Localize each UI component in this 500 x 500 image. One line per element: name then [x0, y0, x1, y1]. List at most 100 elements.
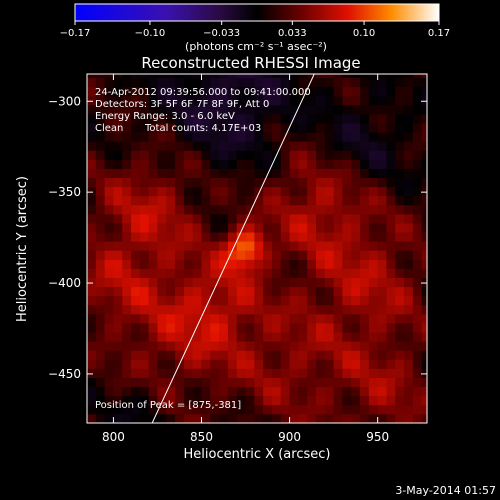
- heatmap-cell: [227, 286, 238, 297]
- heatmap-cell: [404, 159, 414, 169]
- heatmap-cell: [386, 295, 396, 306]
- heatmap-cell: [139, 395, 150, 406]
- heatmap-cell: [360, 123, 370, 133]
- heatmap-cell: [104, 150, 114, 160]
- heatmap-cell: [87, 250, 97, 260]
- heatmap-cell: [316, 368, 326, 378]
- heatmap-cell: [122, 74, 132, 79]
- heatmap-cell: [192, 386, 202, 397]
- heatmap-cell: [131, 213, 141, 224]
- heatmap-cell: [342, 377, 352, 388]
- heatmap-cell: [166, 350, 176, 360]
- heatmap-cell: [254, 268, 264, 278]
- heatmap-cell: [131, 150, 141, 160]
- heatmap-cell: [254, 350, 264, 360]
- heatmap-cell: [95, 277, 106, 288]
- heatmap-cell: [271, 74, 282, 79]
- heatmap-cell: [386, 204, 396, 215]
- heatmap-cell: [307, 104, 317, 115]
- heatmap-cell: [324, 168, 335, 179]
- heatmap-cell: [360, 195, 370, 206]
- heatmap-cell: [342, 368, 352, 378]
- heatmap-cell: [307, 150, 317, 160]
- heatmap-cell: [245, 341, 255, 351]
- heatmap-cell: [412, 304, 423, 315]
- heatmap-cell: [280, 213, 290, 224]
- heatmap-cell: [139, 104, 150, 115]
- heatmap-cell: [192, 332, 202, 342]
- heatmap-cell: [183, 286, 194, 297]
- heatmap-cell: [122, 223, 132, 233]
- heatmap-cell: [166, 232, 176, 242]
- heatmap-cell: [254, 277, 264, 288]
- heatmap-cell: [157, 141, 167, 151]
- heatmap-cell: [386, 304, 396, 315]
- heatmap-cell: [201, 195, 211, 206]
- heatmap-cell: [333, 350, 343, 360]
- heatmap-cell: [289, 95, 299, 106]
- heatmap-cell: [227, 395, 238, 406]
- heatmap-cell: [307, 77, 317, 88]
- heatmap-cell: [298, 268, 308, 278]
- heatmap-cell: [139, 386, 150, 397]
- heatmap-cell: [421, 295, 427, 306]
- heatmap-cell: [404, 286, 414, 297]
- heatmap-cell: [298, 368, 308, 378]
- heatmap-cell: [183, 213, 194, 224]
- heatmap-cell: [377, 186, 387, 197]
- heatmap-cell: [245, 168, 255, 179]
- heatmap-cell: [412, 368, 423, 378]
- heatmap-cell: [254, 377, 264, 388]
- heatmap-cell: [386, 413, 396, 423]
- heatmap-cell: [404, 295, 414, 306]
- heatmap-cell: [368, 141, 379, 151]
- heatmap-cell: [298, 241, 308, 251]
- heatmap-cell: [421, 77, 427, 88]
- heatmap-cell: [192, 104, 202, 115]
- heatmap-cell: [113, 404, 123, 415]
- heatmap-cell: [333, 377, 343, 388]
- heatmap-cell: [175, 141, 185, 151]
- heatmap-cell: [263, 404, 273, 415]
- heatmap-cell: [201, 168, 211, 179]
- heatmap-cell: [254, 177, 264, 188]
- heatmap-cell: [245, 241, 255, 251]
- heatmap-cell: [148, 213, 158, 224]
- heatmap-cell: [280, 74, 290, 79]
- heatmap-cell: [113, 204, 123, 215]
- heatmap-cell: [289, 77, 299, 88]
- heatmap-cell: [307, 413, 317, 423]
- heatmap-cell: [192, 195, 202, 206]
- heatmap-cell: [377, 268, 387, 278]
- heatmap-cell: [333, 113, 343, 124]
- heatmap-cell: [404, 113, 414, 124]
- heatmap-cell: [289, 341, 299, 351]
- heatmap-cell: [157, 286, 167, 297]
- heatmap-cell: [360, 213, 370, 224]
- heatmap-cell: [95, 195, 106, 206]
- heatmap-cell: [166, 132, 176, 142]
- heatmap-cell: [95, 204, 106, 215]
- heatmap-cell: [113, 368, 123, 378]
- heatmap-cell: [280, 150, 290, 160]
- heatmap-cell: [157, 295, 167, 306]
- heatmap-cell: [148, 177, 158, 188]
- heatmap-cell: [351, 177, 361, 188]
- heatmap-cell: [245, 195, 255, 206]
- heatmap-cell: [227, 341, 238, 351]
- heatmap-cell: [104, 232, 114, 242]
- heatmap-cell: [351, 86, 361, 97]
- heatmap-cell: [166, 341, 176, 351]
- heatmap-cell: [280, 286, 290, 297]
- heatmap-cell: [210, 304, 220, 315]
- heatmap-cell: [263, 286, 273, 297]
- heatmap-cell: [210, 368, 220, 378]
- heatmap-cell: [368, 241, 379, 251]
- heatmap-cell: [157, 323, 167, 333]
- heatmap-cell: [386, 159, 396, 169]
- heatmap-cell: [351, 168, 361, 179]
- heatmap-cell: [395, 268, 405, 278]
- heatmap-cell: [113, 177, 123, 188]
- heatmap-cell: [351, 204, 361, 215]
- heatmap-cell: [421, 150, 427, 160]
